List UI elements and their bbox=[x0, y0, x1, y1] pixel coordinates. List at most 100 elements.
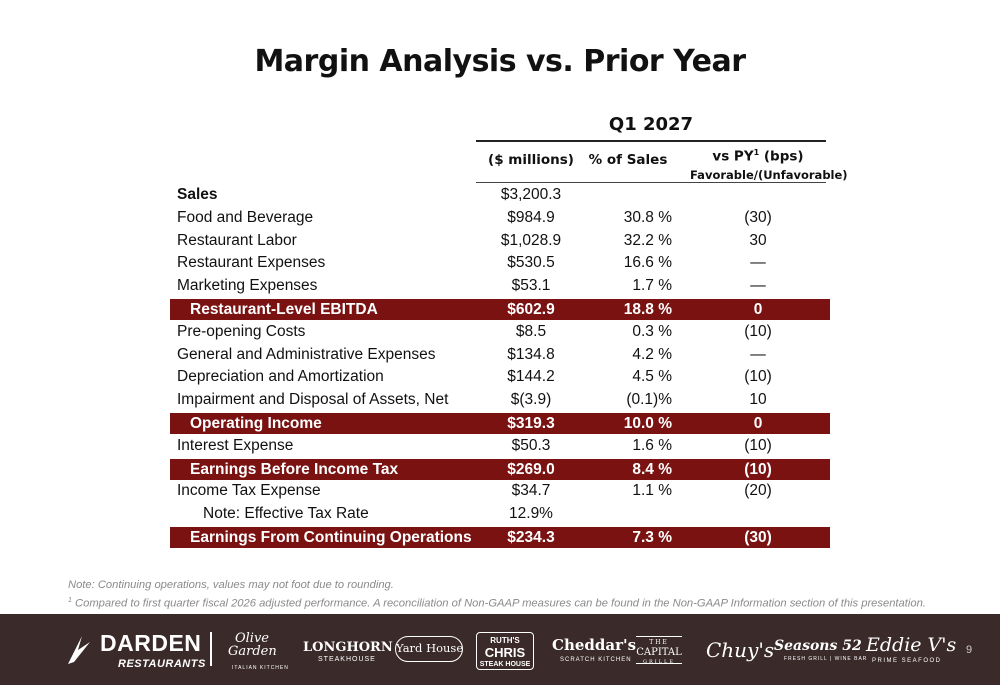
footnote-marker: 1 bbox=[68, 597, 72, 604]
pct-column-header: % of Sales bbox=[588, 152, 668, 168]
footnote-comparison: 1 Compared to first quarter fiscal 2026 … bbox=[68, 593, 926, 612]
row-bps: — bbox=[750, 277, 766, 295]
amount-column-header: ($ millions) bbox=[488, 152, 574, 168]
capital-grille-line2: CAPITAL bbox=[636, 647, 682, 658]
row-bps: (10) bbox=[744, 436, 772, 454]
footer-divider bbox=[210, 632, 212, 666]
row-label: Restaurant-Level EBITDA bbox=[190, 300, 378, 318]
row-label: General and Administrative Expenses bbox=[177, 345, 436, 363]
row-pct: 1.1 % bbox=[632, 482, 672, 500]
row-amount: $319.3 bbox=[507, 414, 555, 432]
table-row: Restaurant Labor $1,028.9 32.2 % 30 bbox=[170, 230, 830, 253]
longhorn-logo: LONGHORN bbox=[303, 640, 393, 655]
bps-header-unit: (bps) bbox=[759, 148, 804, 165]
row-bps: (30) bbox=[744, 528, 772, 546]
row-label: Restaurant Expenses bbox=[177, 254, 326, 272]
table-row: Impairment and Disposal of Assets, Net $… bbox=[170, 389, 830, 412]
row-bps: — bbox=[750, 345, 766, 363]
row-bps: 0 bbox=[753, 300, 763, 318]
olive-garden-line2: Garden bbox=[228, 644, 277, 659]
row-label: Interest Expense bbox=[177, 436, 294, 454]
olive-garden-line1: Olive bbox=[234, 631, 269, 646]
table-row: Sales $3,200.3 bbox=[170, 184, 830, 207]
row-pct: 1.7 % bbox=[632, 277, 672, 295]
chuys-logo: Chuy's bbox=[706, 638, 775, 662]
row-pct: 8.4 % bbox=[632, 460, 672, 478]
row-bps: (20) bbox=[744, 482, 772, 500]
row-label: Depreciation and Amortization bbox=[177, 368, 384, 386]
table-row-highlight: Operating Income $319.3 10.0 % 0 bbox=[170, 412, 830, 434]
row-pct: (0.1)% bbox=[626, 391, 672, 409]
table-row: Interest Expense $50.3 1.6 % (10) bbox=[170, 435, 830, 458]
header-rule bbox=[476, 182, 826, 183]
row-pct: 10.0 % bbox=[623, 414, 672, 432]
footnote-rounding: Note: Continuing operations, values may … bbox=[68, 579, 394, 591]
row-amount: $984.9 bbox=[507, 208, 555, 226]
row-amount: $53.1 bbox=[511, 277, 551, 295]
row-amount: $269.0 bbox=[507, 460, 555, 478]
yard-house-logo: Yard House bbox=[395, 636, 463, 662]
table-body: Sales $3,200.3 Food and Beverage $984.9 … bbox=[170, 184, 830, 549]
row-label: Impairment and Disposal of Assets, Net bbox=[177, 391, 449, 409]
row-bps: (10) bbox=[744, 460, 772, 478]
page-number: 9 bbox=[966, 644, 973, 656]
row-pct: 7.3 % bbox=[632, 528, 672, 546]
row-label: Food and Beverage bbox=[177, 208, 314, 226]
ruths-chris-line1: RUTH'S bbox=[490, 636, 520, 645]
row-bps: 0 bbox=[753, 414, 763, 432]
row-amount: $34.7 bbox=[511, 482, 551, 500]
table-row: Food and Beverage $984.9 30.8 % (30) bbox=[170, 207, 830, 230]
row-label: Income Tax Expense bbox=[177, 482, 321, 500]
row-label: Note: Effective Tax Rate bbox=[203, 505, 369, 523]
seasons52-subtext: FRESH GRILL | WINE BAR bbox=[784, 656, 868, 662]
capital-grille-logo: THE CAPITAL GRILLE bbox=[636, 636, 682, 665]
row-label: Operating Income bbox=[190, 414, 322, 432]
darden-logo-text: DARDEN bbox=[100, 630, 202, 656]
table-row: General and Administrative Expenses $134… bbox=[170, 344, 830, 367]
table-row: Pre-opening Costs $8.5 0.3 % (10) bbox=[170, 321, 830, 344]
row-bps: (10) bbox=[744, 322, 772, 340]
longhorn-subtext: STEAKHOUSE bbox=[318, 656, 376, 663]
capital-grille-line3: GRILLE bbox=[642, 659, 676, 665]
row-amount: 12.9% bbox=[509, 505, 553, 523]
row-amount: $1,028.9 bbox=[500, 231, 562, 249]
row-bps: 30 bbox=[749, 231, 767, 249]
row-pct: 16.6 % bbox=[623, 254, 672, 272]
cheddars-subtext: SCRATCH KITCHEN bbox=[560, 657, 632, 663]
table-row: Note: Effective Tax Rate 12.9% bbox=[170, 503, 830, 526]
ruths-chris-logo: RUTH'S CHRIS STEAK HOUSE bbox=[476, 632, 534, 670]
row-amount: $8.5 bbox=[515, 322, 547, 340]
row-pct: 30.8 % bbox=[623, 208, 672, 226]
row-bps: (10) bbox=[744, 368, 772, 386]
table-row: Marketing Expenses $53.1 1.7 % — bbox=[170, 275, 830, 298]
eddie-v-logo: Eddie V's bbox=[866, 634, 957, 656]
row-amount: $(3.9) bbox=[510, 391, 552, 409]
olive-garden-subtext: ITALIAN KITCHEN bbox=[232, 665, 289, 671]
table-row-highlight: Restaurant-Level EBITDA $602.9 18.8 % 0 bbox=[170, 298, 830, 320]
row-pct: 18.8 % bbox=[623, 300, 672, 318]
bps-header-main: vs PY bbox=[712, 148, 754, 165]
darden-logo-icon bbox=[68, 636, 90, 664]
row-label: Marketing Expenses bbox=[177, 277, 318, 295]
olive-garden-logo: Olive Garden bbox=[228, 631, 277, 659]
row-pct: 1.6 % bbox=[632, 436, 672, 454]
bps-header-footnote: 1 bbox=[753, 148, 760, 157]
row-amount: $50.3 bbox=[511, 436, 551, 454]
row-bps: — bbox=[750, 254, 766, 272]
cheddars-logo: Cheddar's bbox=[552, 636, 637, 654]
row-amount: $602.9 bbox=[507, 300, 555, 318]
row-label: Restaurant Labor bbox=[177, 231, 297, 249]
row-pct: 4.2 % bbox=[632, 345, 672, 363]
table-row-highlight: Earnings Before Income Tax $269.0 8.4 % … bbox=[170, 458, 830, 480]
brand-footer: DARDEN RESTAURANTS Olive Garden ITALIAN … bbox=[0, 614, 1000, 685]
period-rule bbox=[476, 140, 826, 142]
eddie-v-subtext: PRIME SEAFOOD bbox=[872, 658, 942, 664]
capital-grille-line1: THE bbox=[649, 639, 669, 646]
darden-logo-subtext: RESTAURANTS bbox=[118, 658, 206, 670]
row-pct: 4.5 % bbox=[632, 368, 672, 386]
row-label: Sales bbox=[177, 186, 218, 203]
bps-column-header: vs PY1 (bps) Favorable/(Unfavorable) bbox=[690, 144, 848, 184]
row-pct: 32.2 % bbox=[623, 231, 672, 249]
ruths-chris-line2: CHRIS bbox=[484, 645, 526, 660]
row-amount: $134.8 bbox=[507, 345, 555, 363]
